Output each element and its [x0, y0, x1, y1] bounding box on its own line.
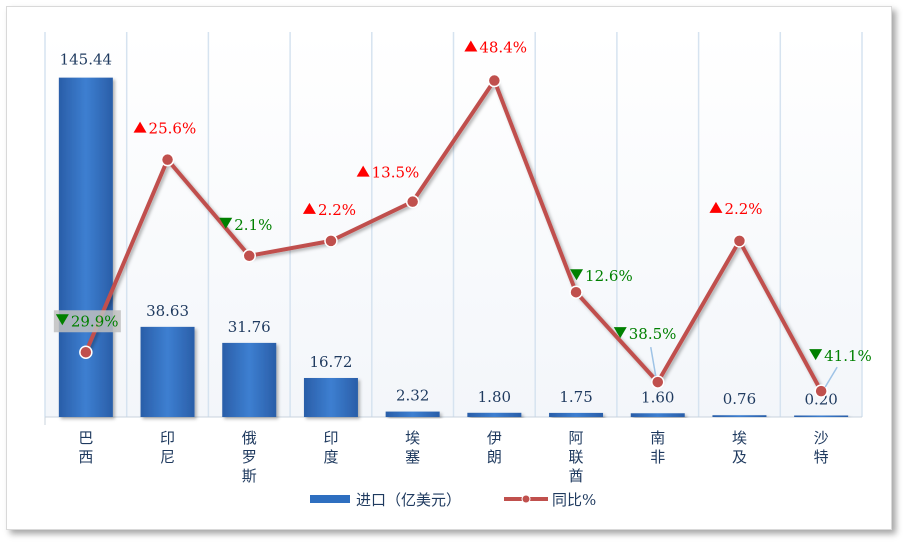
bar-value-label: 1.80	[478, 388, 511, 406]
line-marker-2	[242, 249, 256, 263]
category-label: 埃及	[732, 429, 747, 466]
category-label: 俄罗斯	[242, 429, 257, 485]
yoy-value-label: 25.6%	[149, 120, 197, 138]
category-label: 印度	[323, 429, 338, 466]
yoy-value-label: 13.5%	[372, 164, 420, 182]
up-triangle-icon	[464, 40, 478, 52]
line-marker-9	[814, 384, 828, 398]
bar-2	[222, 342, 277, 417]
line-marker-4	[405, 194, 420, 209]
label-highlight	[53, 310, 121, 333]
legend-bar-swatch	[310, 495, 350, 503]
yoy-value-label: 38.5%	[629, 325, 677, 343]
chart-area: 145.44 38.63 31.76 16.72 2.32 1.80 1.75 1.60 0.7…	[44, 32, 872, 509]
down-triangle-icon	[613, 327, 627, 339]
bar-4	[385, 411, 440, 417]
line-marker-3	[324, 234, 338, 248]
yoy-line	[84, 78, 823, 393]
down-triangle-icon	[219, 217, 233, 229]
category-axis: 巴西 印尼 俄罗斯 印度 埃塞 伊朗 阿联酋 南非 埃及 沙特	[78, 429, 828, 485]
category-label: 伊朗	[487, 429, 502, 466]
line-marker-6	[569, 285, 583, 299]
yoy-value-label: 2.1%	[234, 216, 272, 234]
yoy-value-label: 48.4%	[479, 39, 527, 57]
legend-line-label: 同比%	[552, 491, 596, 509]
line-marker-0	[79, 345, 93, 360]
bar-9	[794, 415, 849, 417]
yoy-value-label: 12.6%	[585, 267, 633, 285]
category-label: 阿联酋	[569, 429, 584, 485]
yoy-value-label: 41.1%	[824, 347, 872, 365]
bar-7	[630, 413, 685, 417]
line-marker-5	[487, 73, 502, 88]
up-triangle-icon	[356, 165, 370, 177]
bar-0	[58, 77, 113, 417]
bar-value-label: 145.44	[60, 51, 113, 69]
bar-value-label: 0.20	[804, 391, 837, 409]
legend-line-marker	[521, 494, 531, 504]
bar-value-label: 31.76	[228, 318, 271, 336]
leader-line	[824, 366, 838, 388]
bar-1	[140, 326, 195, 417]
category-label: 埃塞	[405, 429, 420, 466]
down-triangle-icon	[570, 269, 584, 281]
bar-value-label: 0.76	[723, 390, 756, 408]
yoy-value-label: 29.9%	[71, 312, 119, 330]
bar-value-label: 2.32	[396, 387, 429, 405]
bar-6	[549, 412, 604, 417]
down-triangle-icon	[55, 314, 69, 326]
bar-5	[467, 412, 522, 417]
yoy-value-label: 2.2%	[318, 201, 356, 219]
up-triangle-icon	[302, 202, 316, 214]
leader-line	[650, 346, 657, 377]
up-triangle-icon	[133, 121, 147, 133]
chart-frame: 145.44 38.63 31.76 16.72 2.32 1.80 1.75 1.60 0.7…	[6, 6, 892, 530]
bar-value-label: 1.60	[641, 388, 674, 406]
line-series	[79, 73, 828, 398]
line-marker-8	[732, 234, 747, 248]
bar-value-labels: 145.44 38.63 31.76 16.72 2.32 1.80 1.75 1.60 0.7…	[60, 51, 838, 409]
category-label: 南非	[650, 429, 665, 466]
legend-bar-label: 进口（亿美元）	[356, 491, 461, 509]
bar-3	[303, 377, 358, 417]
yoy-value-label: 2.2%	[724, 200, 762, 218]
line-value-labels: 29.9% 25.6% 2.1% 2.2% 13.5% 48.4% 12.6% 38.5% 2.…	[53, 39, 872, 388]
category-label: 印尼	[160, 429, 175, 466]
bar-8	[712, 415, 767, 417]
line-marker-7	[651, 375, 665, 389]
up-triangle-icon	[709, 201, 723, 213]
category-label: 沙特	[814, 429, 829, 466]
bar-value-label: 16.72	[309, 353, 352, 371]
legend: 进口（亿美元） 同比%	[310, 491, 596, 509]
down-triangle-icon	[809, 349, 823, 361]
bar-value-label: 38.63	[146, 302, 189, 320]
bar-value-label: 1.75	[559, 388, 592, 406]
line-marker-1	[160, 152, 175, 167]
bar-series	[58, 77, 849, 417]
category-label: 巴西	[78, 429, 93, 466]
